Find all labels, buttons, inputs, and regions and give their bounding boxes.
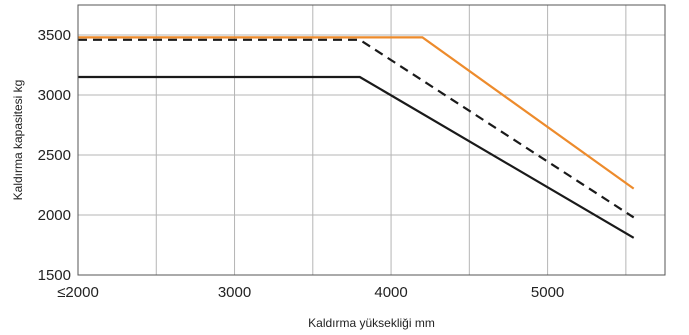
series-line-2 [78,38,635,219]
series-line-3 [78,75,635,239]
series-line-1 [78,36,635,190]
y-tick-label: 3500 [38,27,71,44]
y-tick-label: 2500 [38,147,71,164]
y-tick-label: 3000 [38,87,71,104]
x-tick-labels: ≤2000 3000 4000 5000 [57,284,564,301]
grid [77,5,665,276]
x-axis-label: Kaldırma yüksekliği mm [308,316,435,330]
x-tick-label: 5000 [531,284,564,301]
y-tick-label: 2000 [38,207,71,224]
y-tick-labels: 1500 2000 2500 3000 3500 [38,27,71,284]
y-tick-label: 1500 [38,267,71,284]
x-tick-label: 3000 [218,284,251,301]
y-axis-label: Kaldırma kapasitesi kg [11,80,25,201]
plot-frame [77,4,666,276]
series-group [78,36,635,239]
x-tick-label: 4000 [374,284,407,301]
x-tick-label: ≤2000 [57,284,99,301]
